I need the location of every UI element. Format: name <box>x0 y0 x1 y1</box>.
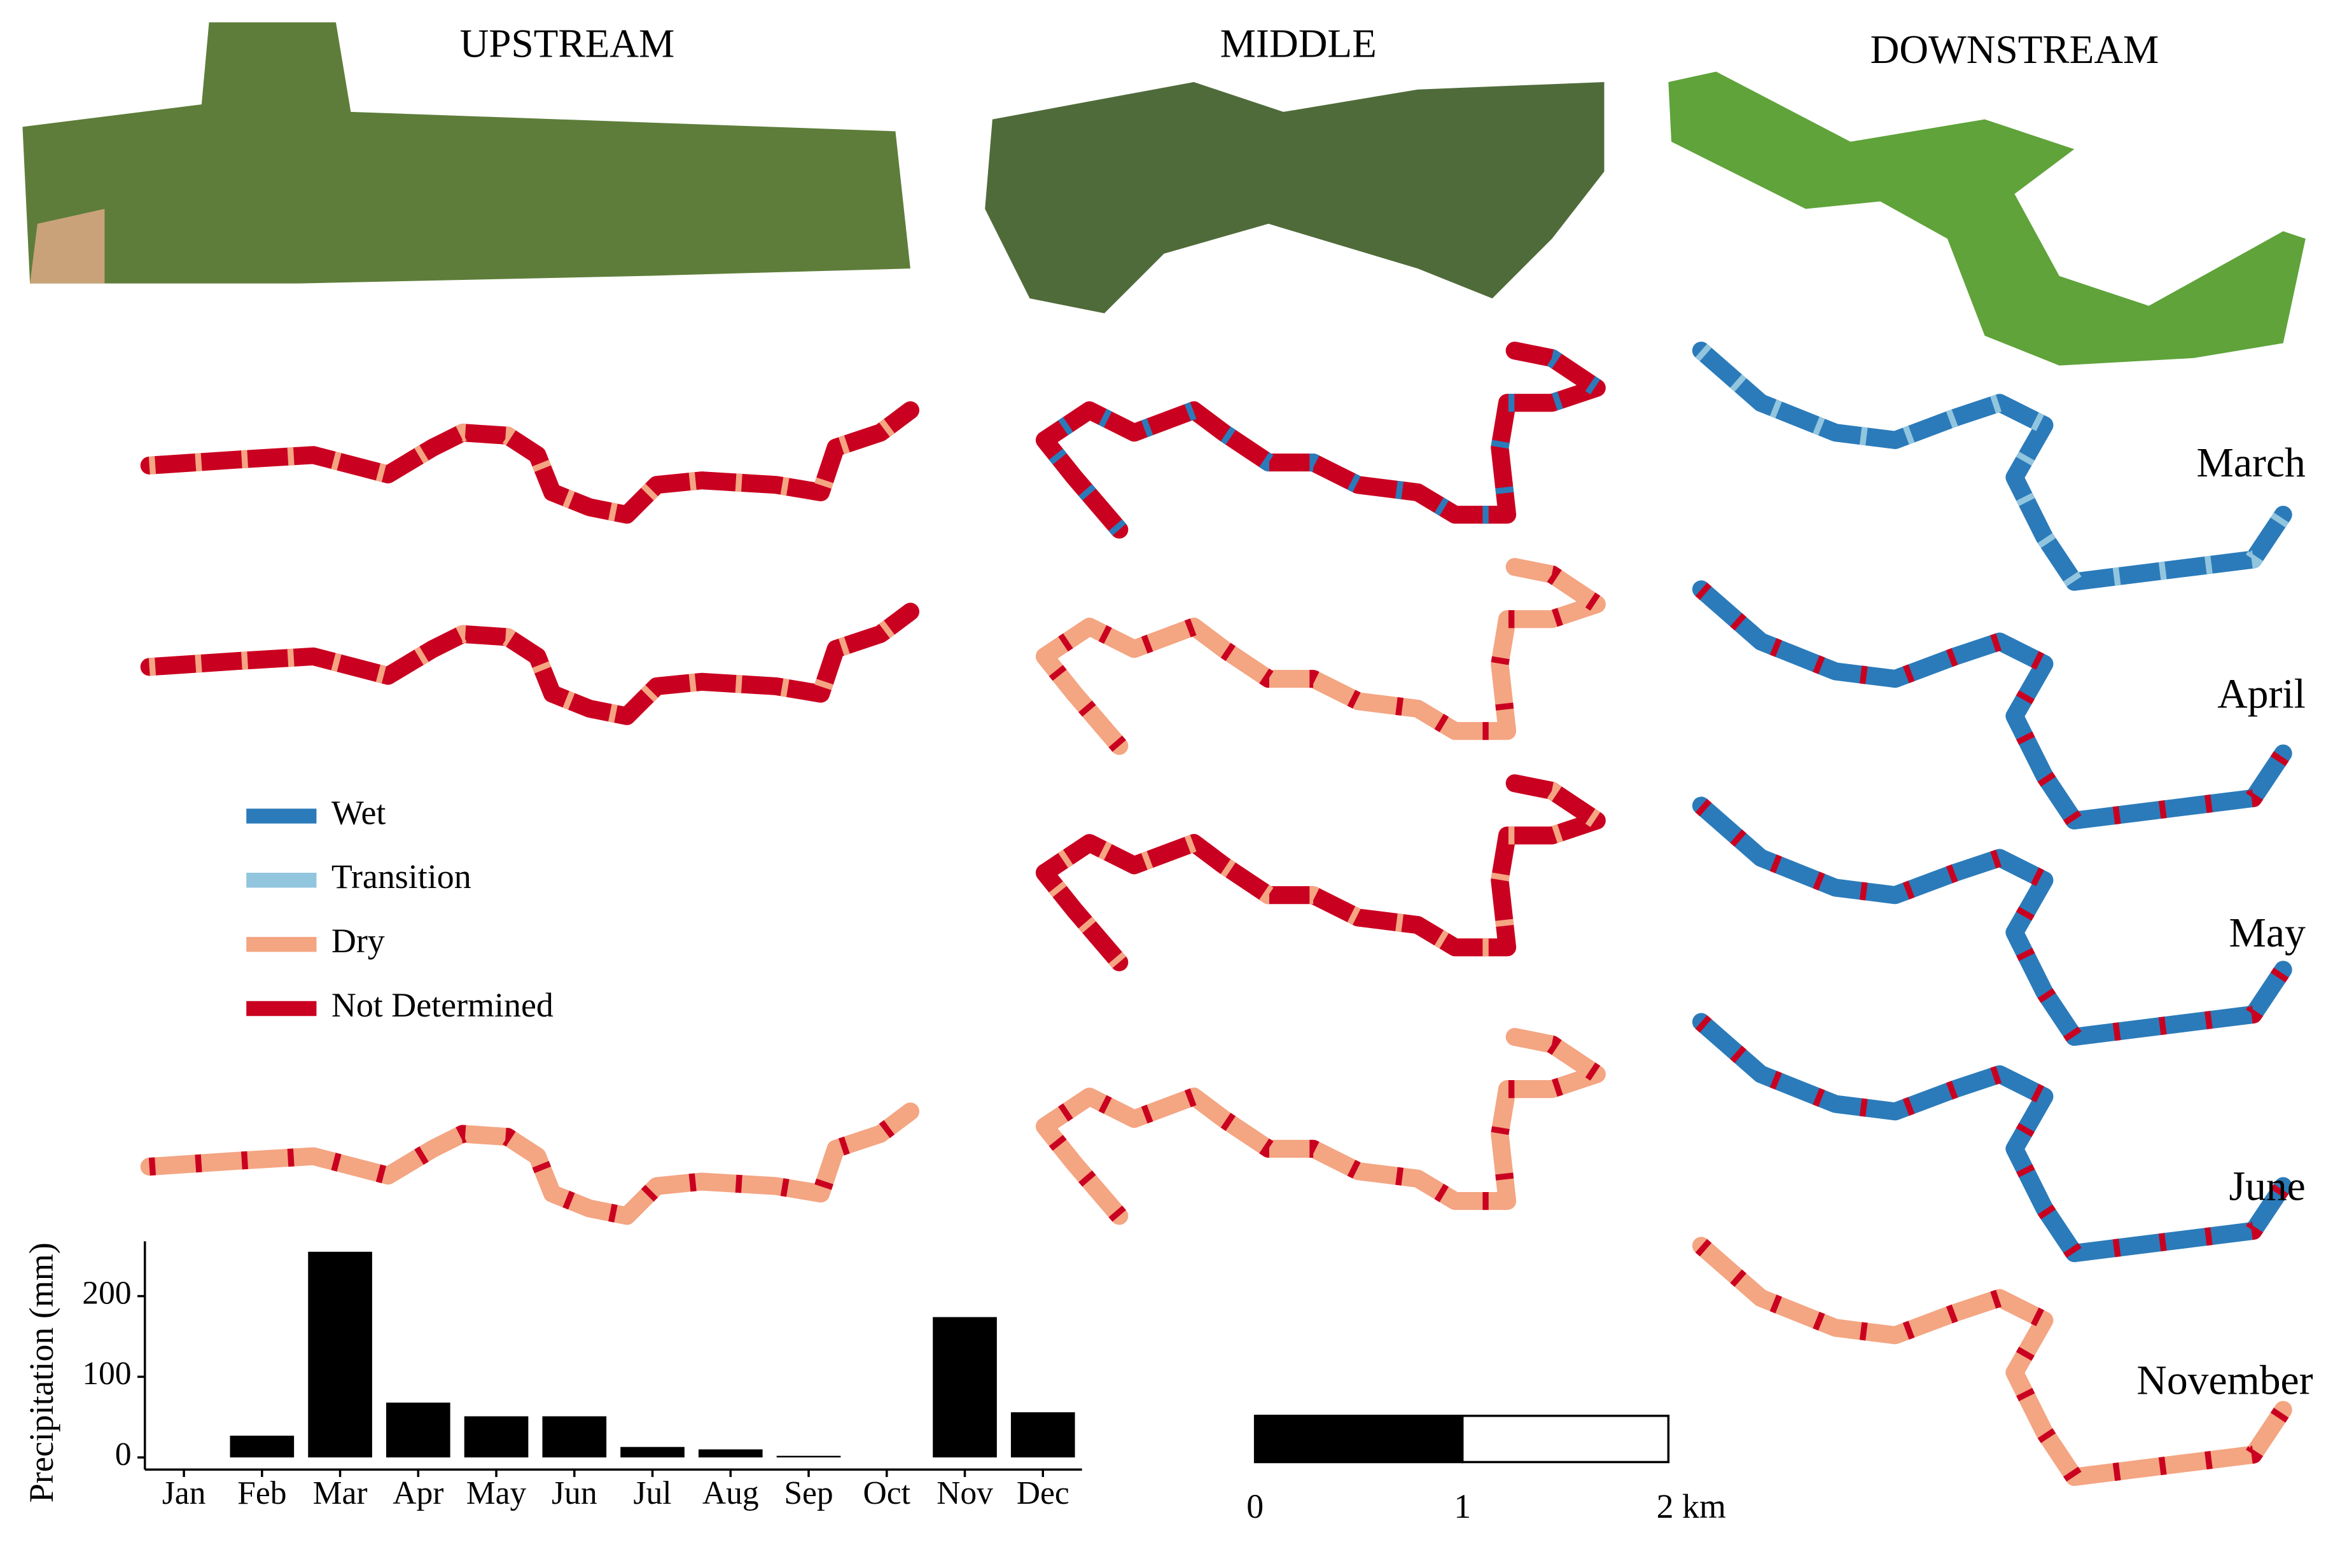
aerial-patch <box>30 209 105 284</box>
legend-label: Not Determined <box>331 986 554 1024</box>
river <box>1035 342 1606 539</box>
river-base <box>1035 342 1606 539</box>
river-overlay <box>148 403 916 524</box>
river <box>1035 558 1606 755</box>
bar <box>1010 1412 1075 1458</box>
y-axis-label: Precipitation (mm) <box>22 1242 60 1502</box>
legend: Wet Transition Dry Not Determined <box>246 793 554 1024</box>
aerial-images <box>22 22 2306 366</box>
month-label: June <box>2229 1163 2305 1210</box>
river-overlay <box>148 604 916 725</box>
bar-chart: 0 100 200 Precipitation (mm) Jan Feb Mar Apr May… <box>22 1241 1082 1511</box>
legend-label: Dry <box>331 922 385 960</box>
river-base <box>140 1102 919 1225</box>
scale-bar: 0 1 2 km <box>1246 1415 1726 1525</box>
bar <box>542 1416 607 1458</box>
legend-label: Wet <box>331 793 386 831</box>
river-base <box>1692 1013 2292 1263</box>
river <box>1035 1027 1606 1225</box>
river-base <box>1692 796 2292 1046</box>
river-base <box>1692 342 2292 591</box>
river <box>1692 796 2292 1046</box>
month-label: March <box>2196 440 2305 486</box>
river-overlay <box>1695 798 2291 1046</box>
y-tick-label: 200 <box>82 1275 131 1311</box>
scale-segment <box>1253 1415 1464 1464</box>
river <box>1692 1237 2292 1487</box>
x-tick-label: Oct <box>863 1475 911 1511</box>
river-base <box>1035 774 1606 971</box>
x-tick-label: Aug <box>702 1475 759 1511</box>
panel-title: DOWNSTREAM <box>1870 27 2159 72</box>
x-tick-label: Nov <box>937 1475 993 1511</box>
month-label: April <box>2217 671 2306 718</box>
scale-segment <box>1461 1415 1670 1464</box>
river-base <box>1035 1027 1606 1225</box>
river-base <box>1692 580 2292 830</box>
river-base <box>1035 558 1606 755</box>
river-overlay <box>1695 343 2291 591</box>
panel-title: UPSTREAM <box>460 22 675 66</box>
x-tick-label: May <box>466 1475 527 1511</box>
y-tick-label: 0 <box>115 1436 132 1473</box>
scale-label: 2 km <box>1657 1487 1726 1525</box>
legend-label: Transition <box>331 857 471 896</box>
bar <box>230 1435 295 1458</box>
x-tick-label: Jul <box>633 1475 671 1511</box>
x-tick-label: Dec <box>1017 1475 1069 1511</box>
bar <box>386 1402 450 1458</box>
scale-label: 0 <box>1246 1487 1264 1525</box>
bar <box>464 1416 529 1458</box>
bar <box>933 1317 997 1458</box>
bar <box>776 1455 841 1458</box>
aerial-downstream <box>1668 71 2306 366</box>
river-overlay <box>1695 582 2291 830</box>
aerial-middle <box>985 81 1605 314</box>
river-base <box>1692 1237 2292 1487</box>
river <box>140 1102 919 1225</box>
x-tick-label: Sep <box>784 1475 833 1511</box>
y-tick-label: 100 <box>82 1356 131 1392</box>
bar <box>698 1449 763 1458</box>
bar <box>308 1251 372 1458</box>
river-base <box>140 401 919 524</box>
river <box>140 602 919 725</box>
bar <box>620 1447 685 1458</box>
river-base <box>140 602 919 725</box>
month-label: November <box>2136 1357 2313 1404</box>
river <box>140 401 919 524</box>
x-tick-label: Jan <box>162 1475 206 1511</box>
x-tick-label: Feb <box>237 1475 286 1511</box>
aerial-upstream <box>22 22 910 284</box>
river-overlay <box>148 1104 916 1225</box>
panel-title: MIDDLE <box>1220 22 1377 66</box>
month-label: May <box>2229 910 2306 956</box>
river <box>1692 342 2292 591</box>
river-overlay <box>1695 1015 2291 1263</box>
x-tick-label: Apr <box>393 1475 443 1511</box>
river <box>1035 774 1606 971</box>
river <box>1692 1013 2292 1263</box>
x-tick-label: Mar <box>313 1475 368 1511</box>
scale-label: 1 <box>1454 1487 1471 1525</box>
river-maps <box>140 342 2292 1487</box>
river <box>1692 580 2292 830</box>
x-tick-label: Jun <box>552 1475 597 1511</box>
